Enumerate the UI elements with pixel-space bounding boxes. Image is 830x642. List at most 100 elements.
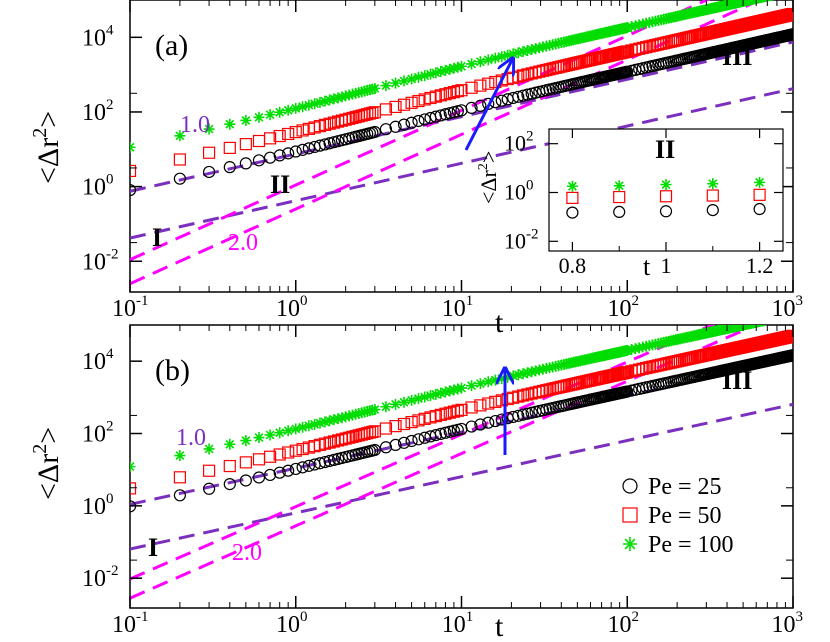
x-tick-label: 100 — [276, 609, 308, 638]
data-point — [223, 161, 236, 174]
data-point — [390, 398, 402, 410]
data-point — [343, 112, 356, 125]
data-point — [521, 68, 534, 81]
data-point — [369, 82, 381, 94]
data-point — [424, 68, 436, 80]
data-point — [434, 109, 447, 122]
data-point — [174, 450, 186, 462]
legend-marker-pe50 — [622, 507, 638, 523]
data-point — [328, 93, 340, 105]
panel-a-y-label: <Δr2> — [29, 111, 65, 184]
data-point — [303, 99, 315, 111]
data-point — [273, 466, 286, 479]
data-point — [318, 118, 332, 131]
y-tick-label: 104 — [82, 22, 114, 51]
data-point — [489, 414, 502, 428]
panel-b-y-ticks: 10-2 100 102 104 — [82, 346, 793, 592]
data-point — [517, 368, 529, 380]
data-point — [173, 172, 186, 185]
data-point — [318, 437, 332, 450]
data-point — [786, 329, 793, 343]
inset-data-point — [753, 202, 766, 216]
data-point — [379, 422, 393, 435]
data-point — [474, 378, 486, 390]
panel-a-annot-i: I — [152, 223, 162, 252]
x-tick-label: 103 — [772, 293, 804, 322]
data-point — [625, 344, 637, 356]
panel-a-x-label: t — [495, 306, 504, 339]
data-point — [323, 454, 336, 468]
data-point — [389, 420, 402, 433]
data-point — [533, 364, 545, 376]
data-point — [526, 44, 538, 56]
data-point — [465, 81, 478, 94]
data-point — [389, 120, 402, 133]
panel-b-y-label: <Δr2> — [29, 427, 65, 500]
x-tick-label: 100 — [276, 293, 308, 322]
data-point — [343, 89, 355, 101]
data-point — [474, 79, 487, 92]
data-point — [418, 113, 431, 126]
data-point — [289, 126, 302, 139]
inset-series-pe-25 — [566, 202, 766, 219]
data-point — [398, 396, 410, 408]
series-pe-25 — [130, 28, 793, 197]
data-point — [282, 147, 295, 160]
inset-data-point — [707, 178, 719, 190]
x-tick-label: 10-1 — [112, 609, 149, 638]
inset-data-point — [753, 188, 766, 201]
legend-label-pe25: Pe = 25 — [648, 474, 722, 500]
data-point — [318, 455, 332, 469]
panel-a-y-ticks: 10-2 100 102 104 — [82, 22, 793, 275]
data-point — [347, 88, 359, 100]
data-point — [290, 102, 302, 114]
data-point — [439, 426, 452, 439]
data-point — [389, 100, 402, 114]
data-point — [443, 406, 456, 419]
data-point — [368, 125, 381, 139]
data-point — [405, 416, 418, 429]
data-point — [405, 434, 418, 448]
data-point — [451, 85, 464, 98]
data-point — [629, 343, 641, 355]
data-point — [507, 48, 519, 60]
data-point — [202, 464, 216, 477]
data-point — [289, 145, 302, 158]
data-point — [621, 385, 634, 398]
series-pe-50 — [130, 7, 793, 178]
data-point — [633, 363, 646, 376]
data-point — [332, 413, 344, 425]
data-point — [419, 391, 431, 403]
legend-marker — [623, 537, 637, 551]
data-point — [223, 478, 236, 491]
data-point — [412, 414, 425, 427]
data-point — [397, 417, 411, 431]
data-point — [521, 407, 534, 420]
data-point — [309, 98, 321, 110]
data-point — [448, 62, 460, 74]
data-point — [516, 408, 530, 421]
panel-a-slope-1: 1.0 — [180, 112, 210, 138]
data-point — [466, 58, 478, 70]
data-point — [263, 151, 277, 164]
data-point — [264, 429, 276, 441]
data-point — [640, 41, 653, 54]
panel-a-y-label-sup: 2 — [29, 128, 51, 138]
data-point — [253, 432, 265, 444]
data-point — [482, 397, 495, 410]
inset-data-point — [660, 179, 672, 191]
data-point — [346, 430, 359, 443]
data-point — [447, 405, 461, 418]
data-point — [202, 165, 216, 179]
data-point — [296, 124, 309, 137]
data-point — [369, 404, 381, 416]
data-point — [296, 442, 309, 456]
data-point — [512, 369, 524, 381]
data-point — [452, 383, 464, 395]
x-tick-label: 102 — [608, 609, 640, 638]
panel-b-annot-i: I — [148, 533, 158, 562]
data-point — [282, 127, 295, 141]
panel-a-y-label-main: <Δr — [32, 138, 65, 184]
data-point — [290, 423, 302, 435]
data-point — [465, 101, 478, 114]
